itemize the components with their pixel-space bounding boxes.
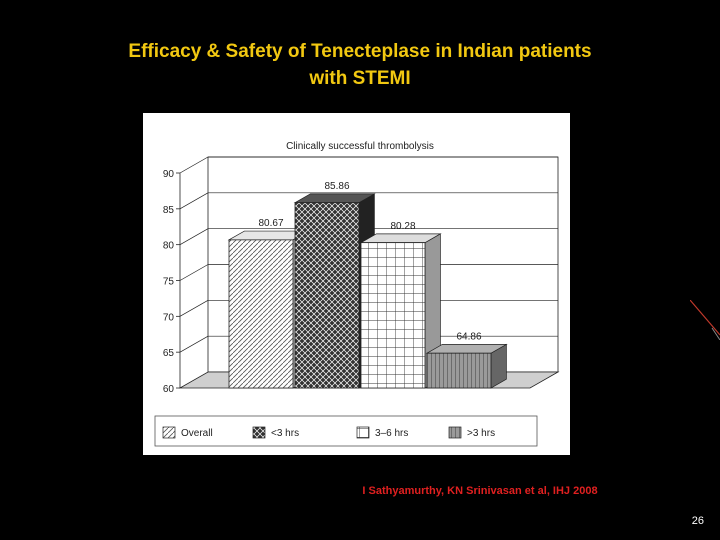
legend-label: Overall: [181, 428, 213, 439]
data-label: 64.86: [456, 331, 481, 342]
gridline-side: [179, 192, 209, 210]
chart-title: Clinically successful thrombolysis: [286, 141, 434, 152]
bar-chart: Clinically successful thrombolysis 60 65 7…: [154, 141, 560, 447]
gridline-side: [179, 335, 209, 353]
data-label: 80.67: [258, 218, 283, 229]
slide-title-line-1: Efficacy & Safety of Tenecteplase in Ind…: [128, 41, 592, 62]
legend-label: >3 hrs: [467, 428, 495, 439]
y-tick-label: 80: [163, 241, 175, 252]
legend-label: <3 hrs: [271, 428, 299, 439]
legend-swatch: [448, 426, 462, 439]
gridline-side: [179, 264, 209, 281]
data-label: 80.28: [390, 221, 415, 232]
decorative-line: [690, 300, 720, 340]
y-tick-label: 90: [163, 169, 175, 180]
page-number: 26: [691, 515, 704, 527]
slide-title: Efficacy & Safety of Tenecteplase in Ind…: [40, 38, 680, 92]
legend-box: [154, 415, 538, 447]
gridline-side: [179, 156, 209, 174]
y-tick-label: 70: [163, 312, 175, 323]
data-label: 85.86: [324, 181, 349, 192]
y-tick-label: 65: [163, 348, 175, 359]
legend-label: 3–6 hrs: [375, 428, 408, 439]
bar: [360, 242, 426, 389]
gridline-side: [179, 300, 209, 317]
y-tick-label: 75: [163, 277, 175, 288]
chart-panel: Clinically successful thrombolysis 60 65 7…: [143, 113, 570, 455]
legend-swatch: [162, 426, 176, 439]
legend-swatch: [252, 426, 266, 439]
bar: [426, 352, 492, 389]
legend-swatch: [356, 426, 370, 439]
gridline-side: [179, 228, 209, 245]
y-tick-label: 60: [163, 384, 175, 395]
bar: [294, 202, 360, 389]
bar: [228, 239, 294, 389]
y-tick-label: 85: [163, 205, 175, 216]
citation: I Sathyamurthy, KN Srinivasan et al, IHJ…: [362, 485, 598, 497]
slide-title-line-2: with STEMI: [309, 68, 411, 89]
